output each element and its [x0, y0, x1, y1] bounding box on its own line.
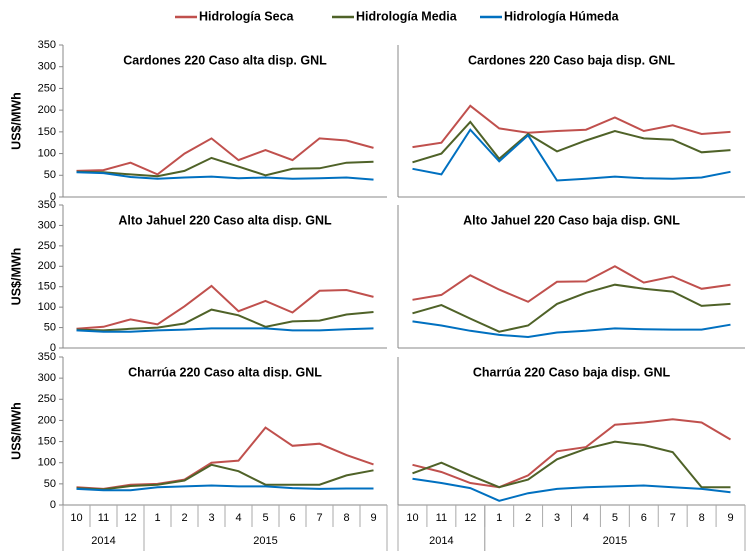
series-line	[412, 128, 731, 182]
series-line	[76, 327, 374, 333]
y-tick-label: 0	[50, 342, 56, 354]
x-tick-label: 8	[343, 512, 349, 524]
x-tick-label: 9	[727, 512, 733, 524]
y-tick-label: 0	[50, 499, 56, 511]
y-tick-label: 100	[38, 457, 56, 469]
y-tick-label: 250	[38, 82, 56, 94]
y-tick-label: 100	[38, 301, 56, 313]
x-tick-label: 8	[699, 512, 705, 524]
y-tick-label: 50	[44, 478, 56, 490]
x-tick-label: 12	[464, 512, 476, 524]
chart-title: Charrúa 220 Caso baja disp. GNL	[473, 365, 671, 379]
y-tick-label: 300	[38, 219, 56, 231]
x-tick-label: 2	[525, 512, 531, 524]
legend-label: Hidrología Seca	[199, 9, 295, 23]
series-line	[76, 137, 374, 176]
y-tick-label: 250	[38, 240, 56, 252]
year-label: 2014	[91, 535, 115, 547]
y-tick-label: 250	[38, 393, 56, 405]
legend-label: Hidrología Húmeda	[504, 9, 620, 23]
x-tick-label: 10	[70, 512, 82, 524]
x-tick-label: 6	[641, 512, 647, 524]
x-tick-label: 7	[316, 512, 322, 524]
series-line	[412, 283, 731, 333]
series-line	[412, 477, 731, 502]
series-line	[76, 484, 374, 492]
y-tick-label: 0	[50, 191, 56, 203]
x-tick-label: 1	[154, 512, 160, 524]
y-tick-label: 350	[38, 351, 56, 363]
x-tick-label: 2	[181, 512, 187, 524]
series-line	[412, 440, 731, 489]
chart-title: Cardones 220 Caso alta disp. GNL	[123, 53, 327, 67]
series-line	[76, 426, 374, 490]
series-line	[76, 463, 374, 491]
x-tick-label: 11	[436, 512, 447, 524]
x-tick-label: 9	[370, 512, 376, 524]
series-line	[412, 104, 731, 149]
series-line	[76, 308, 374, 332]
chart-title: Alto Jahuel 220 Caso alta disp. GNL	[118, 213, 332, 227]
series-line	[412, 418, 732, 489]
y-tick-label: 350	[38, 39, 56, 51]
y-tick-label: 100	[38, 147, 56, 159]
y-tick-label: 200	[38, 260, 56, 272]
y-tick-label: 300	[38, 61, 56, 73]
series-line	[412, 320, 731, 339]
y-tick-label: 200	[38, 414, 56, 426]
chart-title: Alto Jahuel 220 Caso baja disp. GNL	[463, 213, 680, 227]
series-line	[76, 156, 374, 178]
y-tick-label: 300	[38, 372, 56, 384]
y-tick-label: 50	[44, 321, 56, 333]
series-line	[412, 265, 731, 303]
y-tick-label: 150	[38, 435, 56, 447]
y-tick-label: 350	[38, 199, 56, 211]
y-tick-label: 50	[44, 169, 56, 181]
series-line	[412, 120, 731, 164]
year-label: 2014	[429, 535, 453, 547]
y-tick-label: 150	[38, 126, 56, 138]
series-line	[76, 171, 374, 181]
legend-label: Hidrología Media	[356, 9, 458, 23]
x-tick-label: 4	[235, 512, 241, 524]
y-tick-label: 200	[38, 104, 56, 116]
x-tick-label: 6	[289, 512, 295, 524]
year-label: 2015	[603, 535, 627, 547]
x-tick-label: 7	[670, 512, 676, 524]
x-tick-label: 5	[262, 512, 268, 524]
x-tick-label: 11	[98, 512, 109, 524]
y-axis-label: US$/MWh	[9, 248, 23, 306]
y-tick-label: 150	[38, 281, 56, 293]
x-tick-label: 10	[406, 512, 418, 524]
y-axis-label: US$/MWh	[9, 92, 23, 150]
x-tick-label: 3	[208, 512, 214, 524]
x-tick-label: 5	[612, 512, 618, 524]
x-tick-label: 4	[583, 512, 589, 524]
chart-title: Cardones 220 Caso baja disp. GNL	[468, 53, 675, 67]
x-tick-label: 12	[124, 512, 136, 524]
x-tick-label: 1	[496, 512, 502, 524]
chart-title: Charrúa 220 Caso alta disp. GNL	[128, 365, 322, 379]
x-tick-label: 3	[554, 512, 560, 524]
y-axis-label: US$/MWh	[9, 402, 23, 460]
year-label: 2015	[253, 535, 277, 547]
series-line	[76, 284, 374, 330]
